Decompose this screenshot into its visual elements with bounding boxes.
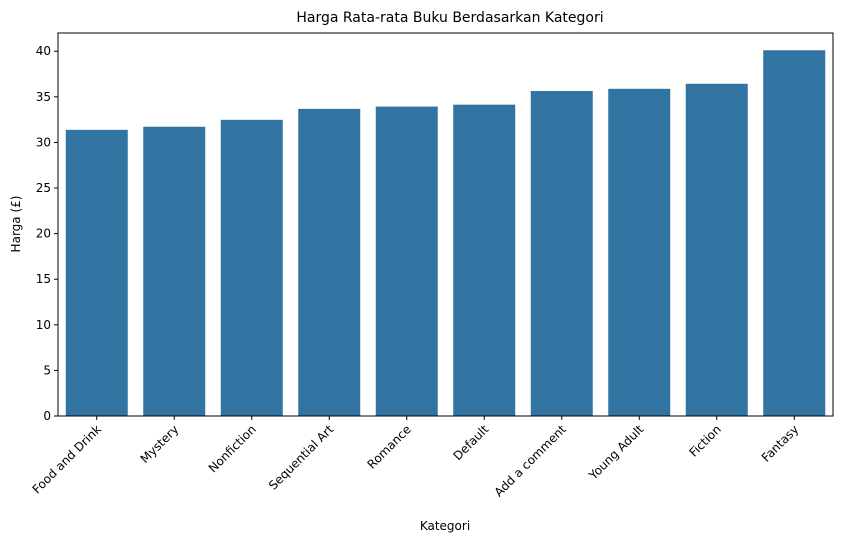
bar-nonfiction (220, 119, 283, 416)
y-tick-label: 35 (36, 90, 51, 104)
x-axis-label: Kategori (420, 519, 470, 533)
x-tick-label: Default (450, 422, 491, 463)
x-tick-label: Fiction (686, 422, 723, 459)
y-axis-label: Harga (£) (9, 196, 23, 253)
x-tick-label: Add a comment (492, 422, 569, 499)
chart-title: Harga Rata-rata Buku Berdasarkan Kategor… (296, 10, 603, 26)
x-tick-label: Nonfiction (206, 422, 259, 475)
y-tick-label: 10 (36, 318, 51, 332)
y-tick-label: 0 (43, 409, 51, 423)
bar-fantasy (763, 50, 826, 417)
bar-fiction (685, 83, 748, 416)
y-tick-label: 30 (36, 135, 51, 149)
x-tick-label: Romance (365, 422, 414, 471)
plot-area (57, 32, 834, 417)
x-axis: Food and Drink Mystery Nonfiction Sequentia… (30, 416, 802, 499)
x-tick-label: Sequential Art (266, 422, 337, 493)
bar-food-and-drink (65, 129, 128, 416)
y-tick-label: 5 (43, 363, 51, 377)
bar-romance (375, 106, 438, 416)
bar-add-a-comment (530, 91, 593, 416)
x-tick-label: Mystery (138, 422, 182, 466)
y-tick-label: 25 (36, 181, 51, 195)
y-axis: 0 5 10 15 20 25 30 35 40 (36, 44, 58, 423)
x-tick-label: Young Adult (586, 422, 647, 483)
x-tick-label: Food and Drink (30, 422, 104, 496)
y-tick-label: 15 (36, 272, 51, 286)
y-tick-label: 20 (36, 227, 51, 241)
x-tick-label: Fantasy (759, 422, 802, 465)
plot-frame (57, 32, 834, 417)
bar-default (453, 104, 516, 417)
bar-mystery (143, 126, 206, 417)
bar-young-adult (608, 88, 671, 416)
y-tick-label: 40 (36, 44, 51, 58)
bar-sequential-art (298, 108, 361, 417)
